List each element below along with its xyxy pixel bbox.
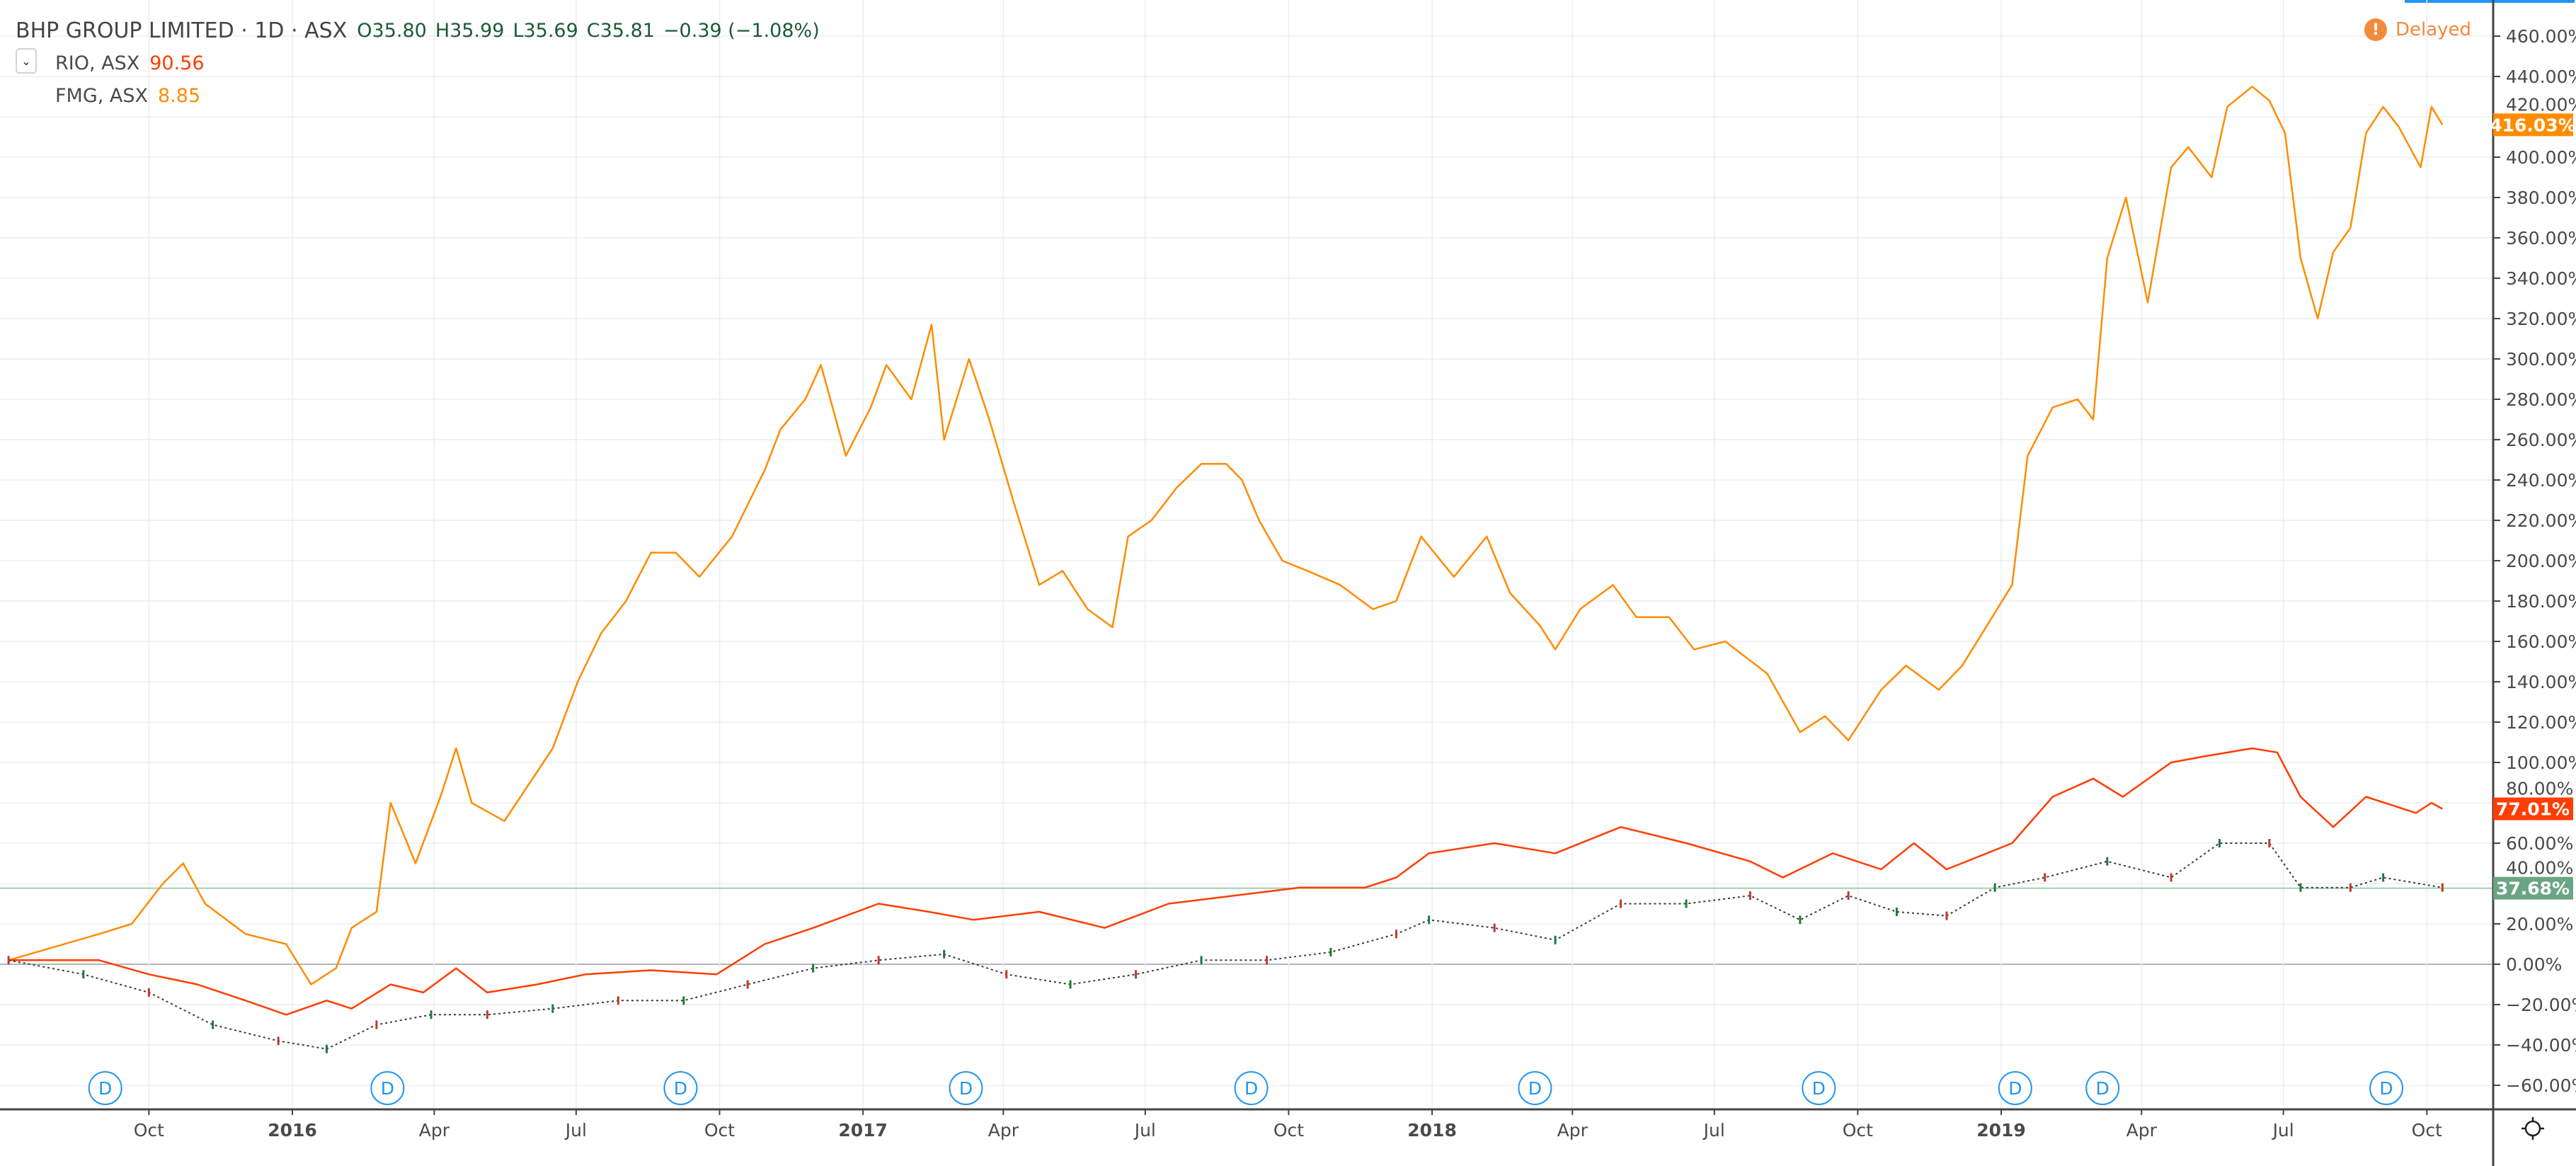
last-value-label: 416.03% (2490, 115, 2576, 135)
dividend-marker-label: D (959, 1078, 973, 1099)
collapse-legend-button[interactable]: ⌄ (16, 48, 37, 74)
x-tick-label: Oct (1273, 1120, 1304, 1141)
y-tick-label: 380.00% (2506, 188, 2576, 208)
compare-value: 90.56 (149, 52, 205, 74)
y-tick-label: 120.00% (2506, 712, 2576, 733)
exclamation-icon: ! (2364, 18, 2387, 41)
y-tick-label: 20.00% (2506, 914, 2573, 934)
dividend-marker (1802, 1071, 1836, 1105)
compare-row-rio[interactable]: RIO, ASX 90.56 (16, 47, 828, 79)
x-tick-label: Apr (1557, 1120, 1588, 1141)
x-tick-label: 2016 (268, 1120, 317, 1141)
y-tick-label: 360.00% (2506, 228, 2576, 248)
compare-symbol: RIO, ASX (55, 52, 140, 74)
x-tick-label: Apr (419, 1120, 450, 1141)
x-tick-label: Oct (1843, 1120, 1873, 1141)
last-value-badge (2493, 113, 2573, 137)
legend: BHP GROUP LIMITED · 1D · ASX O35.80 H35.… (16, 14, 828, 112)
dividend-marker-label: D (1528, 1078, 1542, 1099)
last-value-label: 37.68% (2496, 879, 2570, 899)
dividend-marker-label: D (2096, 1078, 2110, 1099)
y-tick-label: 200.00% (2506, 551, 2576, 571)
dividend-marker (1998, 1071, 2032, 1105)
dividend-marker-label: D (1244, 1078, 1258, 1099)
low-value: L35.69 (513, 19, 578, 42)
y-tick-label: 100.00% (2506, 753, 2576, 773)
y-tick-label: 260.00% (2506, 430, 2576, 450)
high-value: H35.99 (435, 19, 505, 42)
dividend-marker-label: D (1812, 1078, 1826, 1099)
x-tick-label: Oct (704, 1120, 735, 1141)
x-tick-label: Oct (134, 1120, 164, 1141)
dividend-marker-label: D (381, 1078, 394, 1099)
y-tick-label: 440.00% (2506, 67, 2576, 87)
series-line-fmg (8, 86, 2444, 985)
dividend-marker (2369, 1071, 2404, 1105)
series-bhp-bars (8, 842, 2443, 1050)
x-tick-label: Jul (2272, 1120, 2294, 1141)
dividend-marker-label: D (674, 1078, 687, 1099)
y-tick-label: 220.00% (2506, 510, 2576, 531)
y-tick-label: −40.00% (2506, 1035, 2576, 1056)
dividend-marker (949, 1071, 983, 1105)
dividend-marker (2085, 1071, 2120, 1105)
y-tick-label: 40.00% (2506, 858, 2573, 879)
last-value-badge (2493, 876, 2573, 900)
chevron-down-icon: ⌄ (21, 54, 31, 68)
last-value-badge (2493, 797, 2573, 821)
compare-symbol: FMG, ASX (55, 84, 149, 107)
dividend-marker-label: D (2379, 1078, 2393, 1099)
x-tick-label: Apr (988, 1120, 1019, 1141)
close-value: C35.81 (586, 19, 655, 42)
dividend-marker (370, 1071, 405, 1105)
x-tick-label: Jul (1133, 1120, 1156, 1141)
top-toolbar-strip (2405, 0, 2575, 3)
y-tick-label: 300.00% (2506, 349, 2576, 370)
compare-row-fmg[interactable]: FMG, ASX 8.85 (16, 79, 828, 112)
dividend-marker (663, 1071, 698, 1105)
last-value-label: 77.01% (2496, 799, 2570, 820)
dividend-marker (88, 1071, 122, 1105)
y-tick-label: 460.00% (2506, 26, 2576, 47)
x-tick-label: 2018 (1407, 1120, 1457, 1141)
series-line-rio (8, 747, 2443, 1016)
settings-gear-icon[interactable] (2520, 1116, 2546, 1141)
compare-value: 8.85 (158, 84, 201, 107)
y-tick-label: −20.00% (2506, 995, 2576, 1015)
dividend-marker-label: D (2008, 1078, 2022, 1099)
dividend-marker (1234, 1071, 1269, 1105)
symbol-title[interactable]: BHP GROUP LIMITED · 1D · ASX (16, 18, 348, 43)
x-tick-label: Jul (1702, 1120, 1725, 1141)
y-tick-label: 160.00% (2506, 631, 2576, 652)
grid-lines (0, 0, 2493, 1109)
y-tick-label: 280.00% (2506, 389, 2576, 410)
y-tick-label: −60.00% (2506, 1075, 2576, 1096)
open-value: O35.80 (357, 19, 427, 42)
series-layer (7, 86, 2444, 1053)
y-tick-label: 400.00% (2506, 147, 2576, 168)
y-tick-label: 140.00% (2506, 672, 2576, 692)
dividend-marker (1518, 1071, 1552, 1105)
y-tick-label: 0.00% (2506, 954, 2562, 975)
y-tick-label: 340.00% (2506, 268, 2576, 289)
delayed-status[interactable]: ! Delayed (2364, 18, 2471, 41)
dividend-marker-label: D (98, 1078, 112, 1099)
y-tick-label: 240.00% (2506, 470, 2576, 491)
x-tick-label: Oct (2412, 1120, 2442, 1141)
delayed-label: Delayed (2395, 19, 2472, 40)
y-tick-label: 420.00% (2506, 94, 2576, 115)
main-symbol-row: BHP GROUP LIMITED · 1D · ASX O35.80 H35.… (16, 14, 828, 47)
y-tick-label: 80.00% (2506, 779, 2573, 799)
x-tick-label: Jul (564, 1120, 587, 1141)
y-tick-label: 60.00% (2506, 833, 2573, 854)
x-tick-label: Apr (2126, 1120, 2158, 1141)
y-tick-label: 180.00% (2506, 591, 2576, 612)
x-tick-label: 2019 (1976, 1120, 2026, 1141)
y-tick-label: 320.00% (2506, 309, 2576, 329)
x-tick-label: 2017 (838, 1120, 888, 1141)
change-value: −0.39 (−1.08%) (663, 19, 820, 42)
